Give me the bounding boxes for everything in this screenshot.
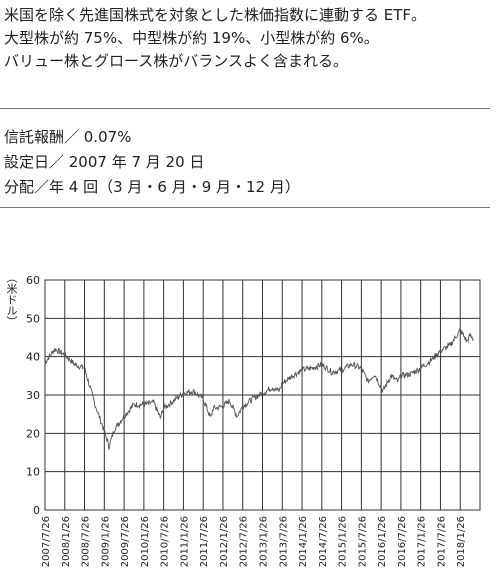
- x-tick-label: 2018/1/26: [456, 516, 467, 567]
- y-tick-label: 0: [33, 504, 40, 517]
- establishment-date: 設定日／ 2007 年 7 月 20 日: [4, 153, 205, 171]
- trust-fee: 信託報酬／ 0.07%: [4, 128, 132, 146]
- x-tick-label: 2017/7/26: [436, 516, 447, 567]
- x-tick-label: 2008/1/26: [61, 516, 72, 567]
- y-tick-label: 40: [26, 351, 40, 364]
- x-tick-label: 2015/7/26: [357, 516, 368, 567]
- y-tick-label: 10: [26, 466, 40, 479]
- description-line-1: 米国を除く先進国株式を対象とした株価指数に連動する ETF。: [4, 6, 427, 24]
- x-tick-label: 2009/7/26: [120, 516, 131, 567]
- x-tick-label: 2015/1/26: [338, 516, 349, 567]
- fund-info: 信託報酬／ 0.07% 設定日／ 2007 年 7 月 20 日 分配／年 4 …: [4, 125, 300, 200]
- price-line: [44, 327, 474, 450]
- x-tick-label: 2014/7/26: [318, 516, 329, 567]
- x-tick-label: 2014/1/26: [298, 516, 309, 567]
- x-tick-label: 2011/7/26: [199, 516, 210, 567]
- x-tick-label: 2011/1/26: [179, 516, 190, 567]
- divider-top: [0, 108, 490, 109]
- x-tick-label: 2017/1/26: [417, 516, 428, 567]
- y-tick-label: 20: [26, 427, 40, 440]
- x-tick-label: 2010/1/26: [140, 516, 151, 567]
- divider-bottom: [0, 207, 490, 208]
- y-tick-label: 30: [26, 389, 40, 402]
- y-axis-label: （米ドル）: [5, 272, 18, 327]
- x-tick-label: 2012/1/26: [219, 516, 230, 567]
- x-tick-label: 2016/7/26: [397, 516, 408, 567]
- price-chart: 0 10 20 30 40 50 60 2007/7/26 2008/1/26 2008/7/26…: [26, 274, 481, 567]
- x-tick-label: 2009/1/26: [100, 516, 111, 567]
- x-tick-label: 2007/7/26: [41, 516, 52, 567]
- description-line-3: バリュー株とグロース株がバランスよく含まれる。: [4, 52, 348, 70]
- y-tick-label: 60: [26, 274, 40, 287]
- y-tick-label: 50: [26, 312, 40, 325]
- x-tick-label: 2008/7/26: [81, 516, 92, 567]
- x-tick-label: 2010/7/26: [160, 516, 171, 567]
- x-tick-label: 2016/1/26: [377, 516, 388, 567]
- x-tick-label: 2013/7/26: [278, 516, 289, 567]
- description: 米国を除く先進国株式を対象とした株価指数に連動する ETF。 大型株が約 75%…: [4, 4, 426, 73]
- distribution-info: 分配／年 4 回（3 月・6 月・9 月・12 月）: [4, 178, 300, 196]
- x-tick-label: 2012/7/26: [239, 516, 250, 567]
- x-tick-label: 2013/1/26: [259, 516, 270, 567]
- description-line-2: 大型株が約 75%、中型株が約 19%、小型株が約 6%。: [4, 29, 379, 47]
